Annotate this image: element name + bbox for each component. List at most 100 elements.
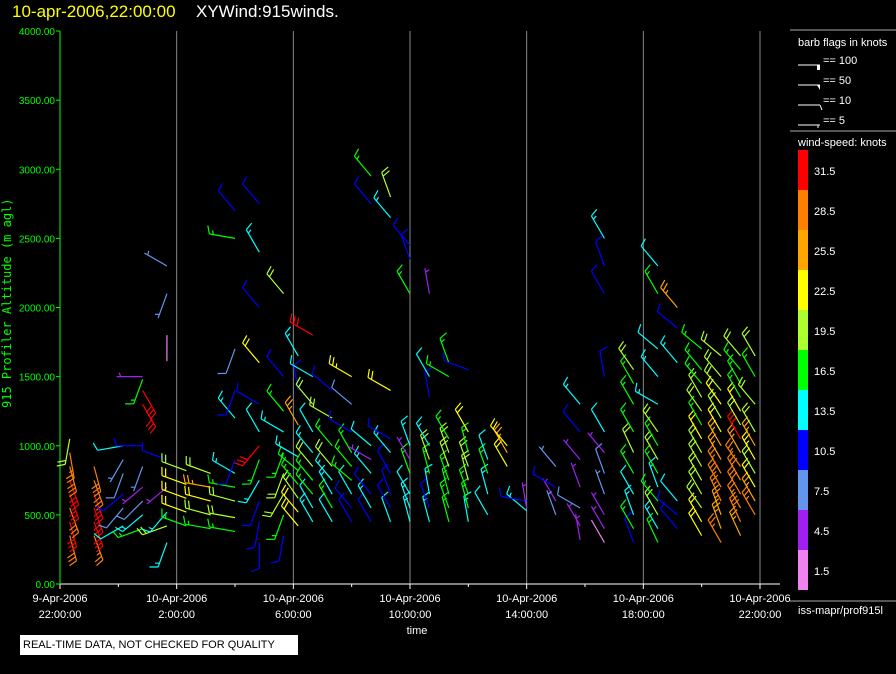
wind-barb [590, 505, 605, 530]
wind-barb [236, 382, 260, 405]
barb-legend-label: == 100 [823, 55, 857, 67]
wind-barb [644, 416, 659, 447]
wind-barb [590, 492, 605, 516]
wind-barb [656, 489, 678, 516]
color-bin-label: 16.5 [814, 366, 835, 378]
wind-barb [646, 512, 659, 543]
wind-barb [656, 303, 678, 329]
source-label: iss-mapr/prof915l [798, 605, 883, 617]
y-tick-label: 1500.00 [19, 373, 56, 384]
color-swatch [798, 430, 808, 470]
y-tick-label: 4000.00 [19, 27, 56, 38]
y-tick-label: 2000.00 [19, 304, 56, 315]
wind-barb [266, 349, 285, 378]
title-datetime: 10-apr-2006,22:00:00 [12, 2, 176, 21]
wind-barb [570, 462, 581, 488]
x-tick-label-time: 22:00:00 [39, 609, 82, 621]
title-product: XYWind:915winds. [196, 2, 339, 21]
wind-barb [182, 515, 211, 530]
wind-barb [454, 402, 469, 433]
wind-barb [590, 264, 605, 294]
wind-barb [266, 473, 285, 499]
wind-barb [295, 466, 314, 495]
wind-barb [93, 480, 104, 511]
color-swatch [798, 310, 808, 350]
wind-barb [338, 464, 353, 495]
wind-barb [493, 423, 508, 453]
wind-barb [207, 518, 236, 533]
wind-barb [562, 376, 581, 405]
y-tick-label: 3500.00 [19, 96, 56, 107]
wind-barb [334, 480, 353, 509]
wind-barb [241, 500, 260, 527]
barb-legend-item: == 50 [798, 75, 851, 90]
y-tick-label: 2500.00 [19, 234, 56, 245]
color-bin-label: 4.5 [814, 526, 829, 538]
wind-barb [688, 367, 703, 398]
wind-barb [155, 293, 168, 319]
barb-legend-item: == 5 [798, 115, 845, 128]
wind-barb [415, 347, 430, 377]
wind-barb [217, 390, 236, 416]
wind-barb [381, 491, 392, 522]
wind-barb [684, 342, 703, 371]
wind-barb [149, 542, 168, 568]
wind-barb [105, 473, 124, 499]
wind-barb [295, 425, 314, 454]
wind-barb [280, 484, 299, 513]
wind-barb [67, 521, 78, 553]
wind-barb [727, 478, 742, 509]
x-tick-label-time: 22:00:00 [739, 609, 782, 621]
wind-barb [338, 423, 353, 453]
wind-barb [684, 355, 703, 384]
wind-barb [723, 328, 742, 357]
wind-barb [299, 402, 314, 433]
pennant-icon [817, 65, 820, 70]
wind-barb [587, 431, 605, 454]
x-tick-label-time: 18:00:00 [622, 609, 665, 621]
wind-barb [93, 525, 124, 540]
wind-barb [521, 482, 528, 509]
color-swatch [798, 270, 808, 310]
wind-barb [331, 455, 353, 481]
wind-barb [338, 492, 353, 523]
wind-barb [234, 445, 260, 467]
wind-barb [56, 438, 71, 467]
wind-barb [284, 326, 299, 357]
wind-barb [314, 438, 333, 467]
color-bin-label: 10.5 [814, 446, 835, 458]
color-bin-label: 19.5 [814, 326, 835, 338]
wind-barb [314, 452, 333, 481]
x-tick-label-time: 10:00:00 [389, 609, 432, 621]
wind-barb [67, 535, 78, 567]
wind-barb [91, 466, 102, 498]
wind-barbs [56, 148, 756, 573]
wind-barb [396, 264, 411, 294]
wind-barb [207, 225, 236, 239]
wind-barb [367, 417, 391, 440]
wind-barb [260, 410, 284, 433]
wind-barb [289, 355, 314, 378]
y-axis-label: 915 Profiler Altitude (m agl) [0, 198, 14, 408]
wind-barb [546, 490, 557, 516]
pennant-icon [817, 85, 820, 90]
wind-barb [262, 493, 285, 518]
color-bin-label: 22.5 [814, 286, 835, 298]
wind-barb [142, 511, 168, 533]
quality-notice: REAL-TIME DATA, NOT CHECKED FOR QUALITY [20, 635, 298, 655]
wind-barb [381, 166, 392, 198]
wind-barb [557, 486, 581, 509]
barb-legend-item: == 10 [798, 95, 851, 111]
y-tick-label: 1000.00 [19, 442, 56, 453]
wind-barb [350, 420, 372, 447]
wind-barb [242, 335, 260, 364]
wind-barb [688, 492, 703, 523]
barb-legend-label: == 10 [823, 95, 851, 107]
wind-barb [282, 469, 299, 499]
wind-barb [242, 176, 260, 205]
wind-barb [295, 438, 314, 467]
wind-barb [367, 368, 391, 391]
wind-barb [741, 402, 756, 433]
barb-legend-label: == 5 [823, 115, 845, 127]
wind-barb [741, 471, 756, 502]
